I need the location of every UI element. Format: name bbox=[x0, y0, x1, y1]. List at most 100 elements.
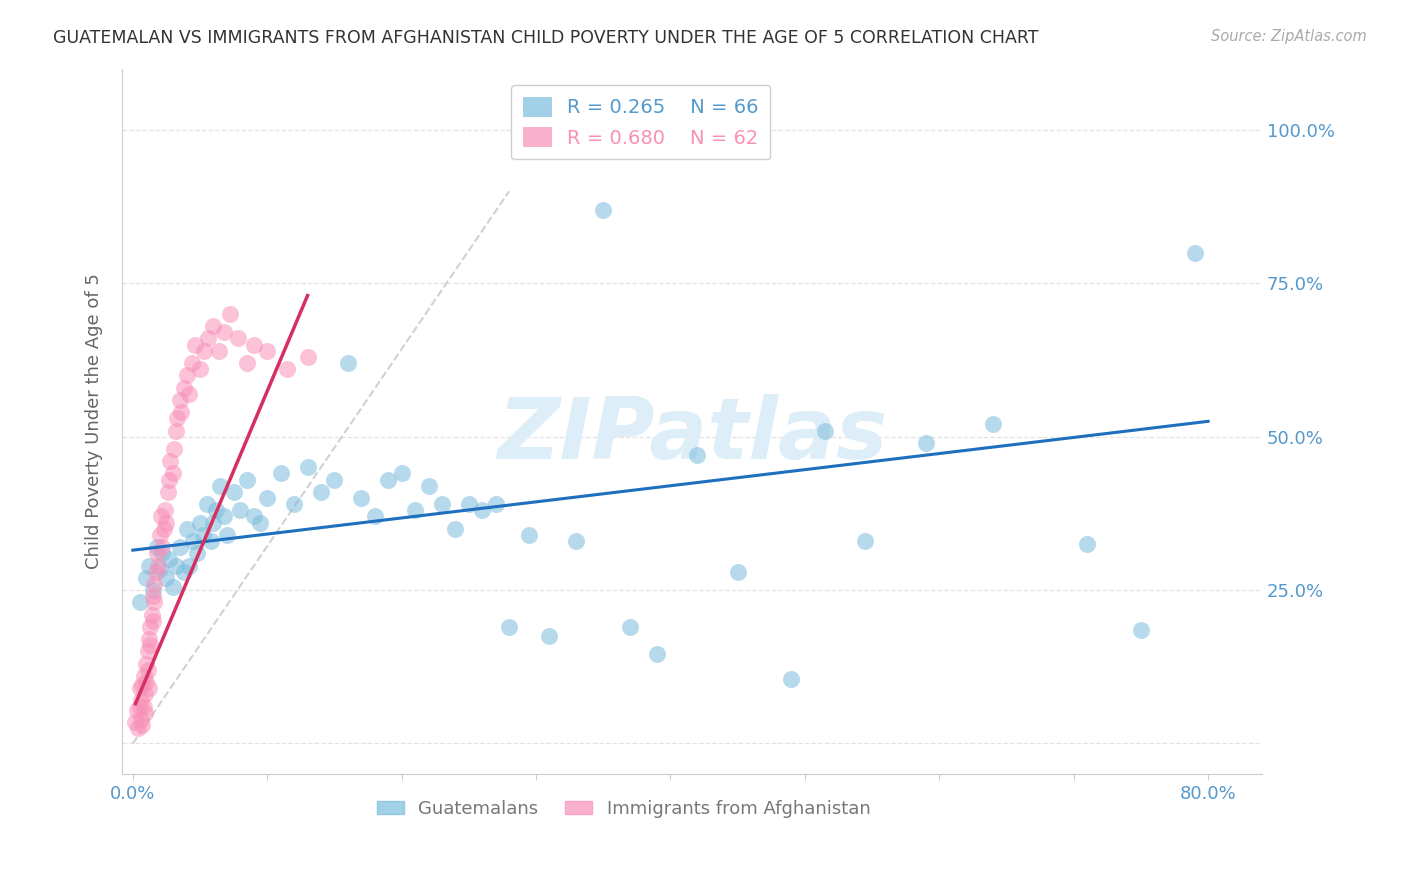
Point bbox=[686, 448, 709, 462]
Point bbox=[391, 467, 413, 481]
Point bbox=[149, 528, 172, 542]
Point bbox=[270, 467, 292, 481]
Point bbox=[128, 595, 150, 609]
Point bbox=[129, 693, 152, 707]
Point bbox=[169, 540, 191, 554]
Point bbox=[146, 540, 169, 554]
Point bbox=[592, 202, 614, 217]
Point bbox=[150, 540, 173, 554]
Point bbox=[323, 473, 346, 487]
Text: GUATEMALAN VS IMMIGRANTS FROM AFGHANISTAN CHILD POVERTY UNDER THE AGE OF 5 CORRE: GUATEMALAN VS IMMIGRANTS FROM AFGHANISTA… bbox=[53, 29, 1039, 46]
Point bbox=[197, 331, 219, 345]
Point bbox=[444, 522, 467, 536]
Point bbox=[157, 473, 180, 487]
Point bbox=[485, 497, 508, 511]
Point bbox=[498, 620, 520, 634]
Point bbox=[179, 558, 201, 573]
Point bbox=[138, 632, 160, 647]
Point bbox=[125, 703, 148, 717]
Point bbox=[256, 343, 278, 358]
Point bbox=[202, 319, 225, 334]
Point bbox=[152, 522, 174, 536]
Point bbox=[309, 484, 332, 499]
Point bbox=[179, 386, 201, 401]
Point bbox=[205, 503, 228, 517]
Point bbox=[132, 669, 155, 683]
Point bbox=[139, 620, 162, 634]
Point bbox=[208, 343, 231, 358]
Point bbox=[128, 699, 150, 714]
Point bbox=[186, 546, 208, 560]
Point bbox=[226, 331, 249, 345]
Point bbox=[565, 533, 588, 548]
Point bbox=[153, 503, 176, 517]
Point bbox=[127, 721, 149, 735]
Point bbox=[350, 491, 373, 505]
Point bbox=[162, 580, 184, 594]
Point bbox=[146, 546, 169, 560]
Point bbox=[212, 326, 235, 340]
Point bbox=[166, 411, 188, 425]
Point bbox=[129, 712, 152, 726]
Point bbox=[131, 718, 153, 732]
Point bbox=[457, 497, 479, 511]
Point bbox=[138, 681, 160, 696]
Point bbox=[236, 473, 259, 487]
Point bbox=[619, 620, 641, 634]
Point bbox=[148, 558, 170, 573]
Point bbox=[229, 503, 252, 517]
Point bbox=[135, 657, 157, 671]
Point bbox=[188, 362, 211, 376]
Point bbox=[215, 528, 238, 542]
Point bbox=[645, 648, 668, 662]
Point bbox=[176, 368, 198, 383]
Point bbox=[727, 565, 749, 579]
Point bbox=[297, 460, 319, 475]
Point bbox=[142, 582, 165, 597]
Point bbox=[249, 516, 271, 530]
Point bbox=[176, 522, 198, 536]
Point bbox=[336, 356, 359, 370]
Point bbox=[165, 424, 187, 438]
Point bbox=[143, 595, 166, 609]
Point bbox=[136, 663, 159, 677]
Point bbox=[814, 424, 837, 438]
Point bbox=[242, 337, 264, 351]
Point bbox=[156, 484, 179, 499]
Point bbox=[155, 571, 177, 585]
Point bbox=[200, 533, 222, 548]
Point bbox=[517, 528, 540, 542]
Point bbox=[1184, 245, 1206, 260]
Point bbox=[430, 497, 453, 511]
Point bbox=[276, 362, 298, 376]
Y-axis label: Child Poverty Under the Age of 5: Child Poverty Under the Age of 5 bbox=[86, 273, 103, 569]
Point bbox=[134, 687, 156, 701]
Point bbox=[181, 533, 204, 548]
Point bbox=[173, 565, 195, 579]
Point bbox=[141, 607, 163, 622]
Point bbox=[780, 672, 803, 686]
Point bbox=[538, 629, 561, 643]
Point bbox=[404, 503, 426, 517]
Point bbox=[181, 356, 204, 370]
Point bbox=[169, 392, 191, 407]
Point bbox=[142, 589, 165, 603]
Point bbox=[188, 516, 211, 530]
Point bbox=[155, 516, 177, 530]
Point bbox=[195, 497, 218, 511]
Point bbox=[418, 479, 440, 493]
Point bbox=[193, 343, 215, 358]
Legend: Guatemalans, Immigrants from Afghanistan: Guatemalans, Immigrants from Afghanistan bbox=[370, 793, 877, 825]
Point bbox=[163, 442, 186, 456]
Point bbox=[1129, 623, 1152, 637]
Point bbox=[131, 678, 153, 692]
Point bbox=[981, 417, 1004, 432]
Point bbox=[170, 405, 193, 419]
Point bbox=[150, 509, 173, 524]
Point bbox=[149, 561, 172, 575]
Point bbox=[139, 638, 162, 652]
Point bbox=[159, 454, 181, 468]
Point bbox=[471, 503, 494, 517]
Point bbox=[191, 528, 214, 542]
Point bbox=[162, 467, 184, 481]
